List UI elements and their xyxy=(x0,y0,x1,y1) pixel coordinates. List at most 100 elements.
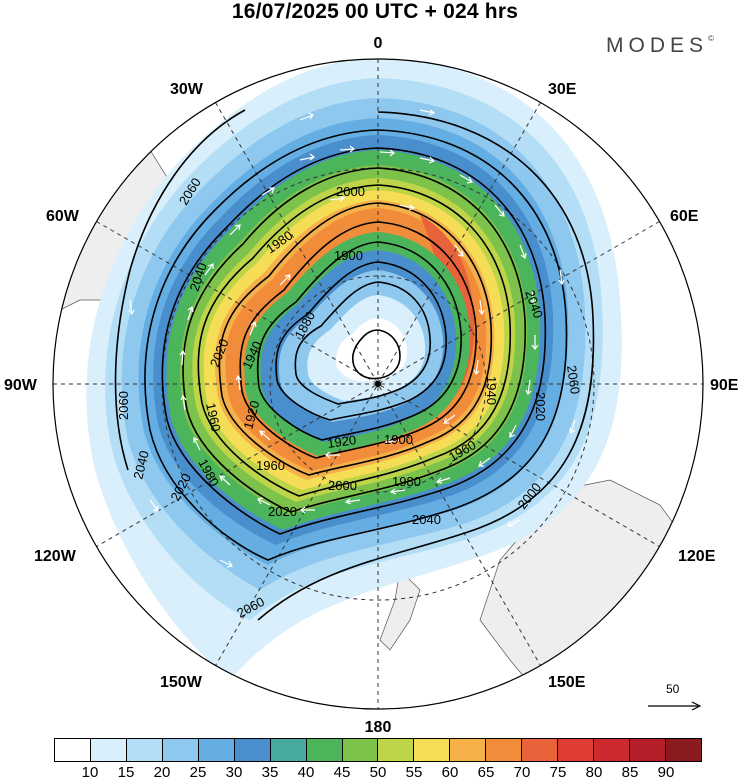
lon-label-60e: 60E xyxy=(670,208,699,225)
contour-label: 1900 xyxy=(334,248,363,263)
reference-vector-head xyxy=(691,701,702,711)
contour-1940 xyxy=(239,221,477,459)
lon-label-30w: 30W xyxy=(170,81,204,98)
colorbar-tick-label: 15 xyxy=(117,764,135,781)
contour-1860 xyxy=(351,329,401,380)
wind-arrow xyxy=(299,153,315,161)
colorbar-swatch xyxy=(234,739,271,761)
longitude-labels: 0 180 90W 90E 30W 60W 30E 60E 120W 150W … xyxy=(4,35,739,736)
wind-arrow xyxy=(219,475,231,486)
contour-1960 xyxy=(218,202,493,476)
wind-arrow xyxy=(261,187,275,196)
wind-arrow xyxy=(229,224,241,236)
wind-arrow xyxy=(435,477,451,484)
wind-arrow xyxy=(344,498,361,505)
contour-1880 xyxy=(294,281,431,405)
map-title: 16/07/2025 00 UTC + 024 hrs xyxy=(231,0,519,23)
reference-vector-label: 50 xyxy=(666,682,680,696)
contour-1900 xyxy=(275,261,447,421)
south-pole-marker xyxy=(375,381,381,387)
colorbar-tick-label: 65 xyxy=(477,764,495,781)
contour-label: 1980 xyxy=(392,474,421,489)
colorbar-tick-label: 30 xyxy=(225,764,243,781)
logo-text: MODES xyxy=(606,34,709,57)
contour-1920 xyxy=(256,241,462,441)
wind-arrow xyxy=(494,204,505,217)
contour-label: 2040 xyxy=(412,512,441,527)
lon-label-0: 0 xyxy=(374,35,383,52)
contour-label: 1940 xyxy=(484,376,499,405)
colorbar-swatch xyxy=(126,739,163,761)
wind-arrow xyxy=(325,451,340,459)
new-zealand-land xyxy=(379,569,421,651)
contour-2060-west xyxy=(114,109,246,471)
wind-arrow xyxy=(507,519,521,527)
colorbar-swatch xyxy=(450,739,487,761)
lon-label-150w: 150W xyxy=(160,674,203,691)
contour-label: 1920 xyxy=(326,432,357,451)
reference-vector: 50 xyxy=(648,682,702,711)
colorbar-swatch xyxy=(558,739,595,761)
colorbar-swatch xyxy=(306,739,343,761)
contour-label: 2060 xyxy=(116,391,131,420)
wind-vectors xyxy=(118,109,576,568)
wind-arrow xyxy=(454,244,464,257)
wind-arrow xyxy=(118,399,125,416)
contour-label: 1960 xyxy=(203,402,224,433)
colorbar-tick-label: 25 xyxy=(189,764,207,781)
colorbar-swatch xyxy=(486,739,523,761)
wind-arrow xyxy=(530,289,537,306)
wind-arrow xyxy=(259,430,271,441)
colorbar-tick-label: 55 xyxy=(405,764,423,781)
lon-label-90w: 90W xyxy=(4,377,38,394)
lon-label-90e: 90E xyxy=(710,377,739,394)
contour-1980 xyxy=(197,184,512,497)
contour-label: 2000 xyxy=(328,478,357,493)
wind-arrow xyxy=(257,497,271,506)
wind-arrow xyxy=(519,244,527,260)
contour-label: 1900 xyxy=(384,432,413,447)
wind-arrow xyxy=(419,156,436,164)
colorbar-tick-label: 45 xyxy=(333,764,351,781)
contour-label: 2000 xyxy=(336,184,365,199)
colorbar-swatch xyxy=(414,739,451,761)
colorbar-ticks: 10 15 20 25 30 35 40 45 50 55 60 65 70 75 80 85 90 xyxy=(54,764,702,782)
colorbar-tick-label: 40 xyxy=(297,764,315,781)
wind-arrow xyxy=(399,204,416,211)
colorbar-tick-label: 90 xyxy=(657,764,675,781)
colorbar-swatch xyxy=(342,739,379,761)
colorbar-swatch xyxy=(594,739,630,761)
colorbar-tick-label: 10 xyxy=(81,764,99,781)
colorbar-swatch xyxy=(665,739,701,761)
colorbar-swatch xyxy=(378,739,415,761)
colorbar-swatch xyxy=(90,739,127,761)
colorbar-swatch xyxy=(270,739,307,761)
contour-label: 1960 xyxy=(256,458,285,473)
wind-arrow xyxy=(235,374,242,391)
colorbar xyxy=(54,738,702,762)
wind-arrow xyxy=(179,349,186,366)
wind-arrow xyxy=(204,263,214,276)
wind-arrow xyxy=(443,414,456,424)
colorbar-swatch xyxy=(630,739,666,761)
lon-label-120e: 120E xyxy=(678,548,716,565)
height-contours xyxy=(114,109,595,621)
wind-arrow xyxy=(339,145,355,153)
lon-label-180: 180 xyxy=(365,719,392,736)
contour-label: 2060 xyxy=(564,364,583,395)
lon-label-120w: 120W xyxy=(34,548,77,565)
map-field xyxy=(53,59,703,709)
wind-arrow xyxy=(473,359,480,376)
wind-arrow xyxy=(329,195,346,202)
colorbar-tick-label: 80 xyxy=(585,764,603,781)
wind-arrow xyxy=(249,320,257,336)
wind-arrow xyxy=(478,457,491,467)
lon-label-60w: 60W xyxy=(46,208,80,225)
contour-2060 xyxy=(257,111,595,621)
colorbar-swatch xyxy=(522,739,559,761)
wind-arrow xyxy=(509,424,517,438)
colorbar-tick-label: 60 xyxy=(441,764,459,781)
copyright-mark: © xyxy=(708,34,714,43)
colorbar-tick-label: 85 xyxy=(621,764,639,781)
